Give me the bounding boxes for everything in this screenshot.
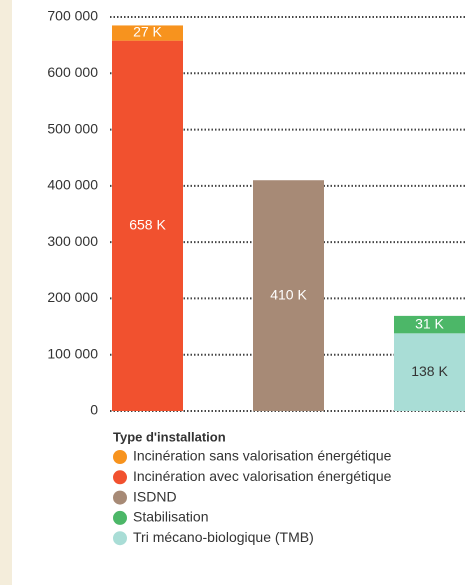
y-tick-label: 400 000 [47,177,98,193]
value-label: 27 K [133,24,162,40]
bar-segment [253,180,324,411]
value-label: 410 K [270,286,307,302]
value-label: 31 K [415,315,444,331]
legend-swatch [113,531,127,546]
bar-segment [394,315,465,334]
bar-segment [394,333,465,411]
y-tick-label: 700 000 [47,8,98,24]
legend-title: Type d'installation [113,429,226,444]
value-label: 138 K [411,363,448,379]
y-tick-label: 500 000 [47,120,98,136]
legend-label: Incinération avec valorisation énergétiq… [133,468,392,484]
legend-swatch [113,450,127,464]
bar-segment [112,40,183,411]
legend-swatch [113,490,127,505]
y-tick-label: 100 000 [47,345,98,361]
legend-label: ISDND [133,488,177,504]
legend-label: Tri mécano-biologique (TMB) [133,529,314,545]
bar-segment [112,25,183,41]
value-label: 658 K [129,217,166,233]
y-tick-label: 0 [90,402,98,418]
y-tick-label: 300 000 [47,233,98,249]
legend-swatch [113,470,127,485]
legend-label: Incinération sans valorisation énergétiq… [133,448,392,464]
y-tick-label: 600 000 [47,64,98,80]
y-tick-label: 200 000 [47,289,98,305]
legend-label: Stabilisation [133,509,209,525]
legend-swatch [113,510,127,525]
panel [12,0,468,585]
